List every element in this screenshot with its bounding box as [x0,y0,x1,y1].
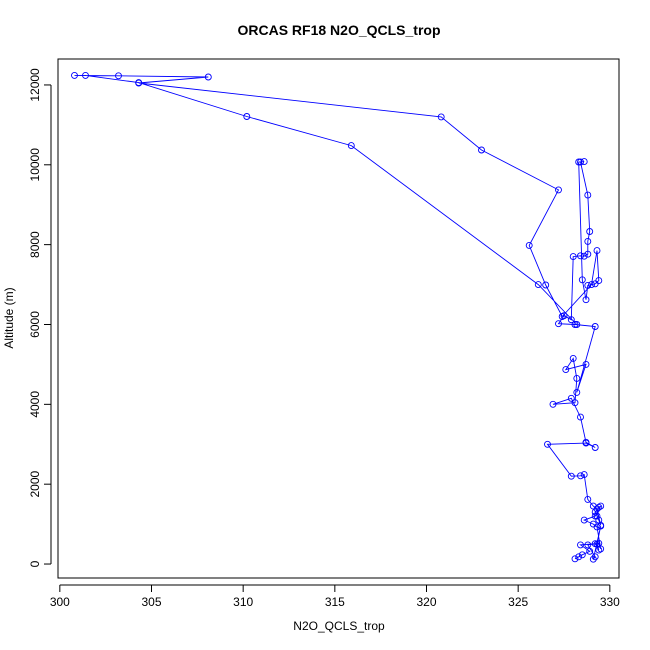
data-point [571,399,579,407]
y-tick-label: 0 [28,560,42,567]
data-point [584,281,592,289]
y-axis-label: Altitude (m) [2,287,16,348]
data-point [115,72,122,80]
series-line [74,74,602,560]
y-tick-label: 12000 [28,68,42,102]
data-point [591,553,599,561]
y-tick-label: 10000 [28,148,42,182]
x-tick-label: 325 [508,595,528,609]
data-point [575,553,583,561]
x-axis: 300 305 310 315 320 325 330 [50,584,620,609]
data-point [71,71,78,79]
x-tick-label: 315 [325,595,345,609]
y-tick-label: 2000 [28,471,42,498]
x-axis-label: N2O_QCLS_trop [293,619,385,633]
data-point [567,472,575,480]
data-point [591,323,599,330]
x-tick-label: 305 [141,595,161,609]
series-layer [71,71,605,563]
data-point [204,73,212,81]
data-point [577,158,584,166]
y-tick-label: 4000 [28,391,42,418]
data-point [577,541,584,549]
y-tick-label: 6000 [28,311,42,338]
data-point [569,253,577,261]
data-point [580,252,588,260]
data-point [347,142,355,150]
data-point [525,241,533,249]
data-point [589,520,597,528]
data-point [82,71,89,79]
data-point [549,400,557,408]
data-point [569,354,577,362]
data-point [593,512,601,520]
data-point [582,360,590,368]
data-point [577,252,584,260]
x-tick-label: 310 [233,595,253,609]
y-tick-label: 8000 [28,231,42,258]
data-point [534,281,542,289]
x-tick-label: 330 [600,595,620,609]
data-point [558,313,566,320]
data-point [577,472,584,480]
data-point [575,158,583,166]
data-point [580,158,588,166]
data-point [591,444,599,451]
data-point [584,495,592,503]
data-point [562,366,570,374]
data-point [135,79,143,87]
data-point [578,276,586,284]
data-point [584,237,592,245]
data-point [573,374,581,382]
data-point [437,113,445,121]
data-point [589,502,597,510]
data-point [555,320,562,328]
data-point [597,545,605,553]
data-point [555,186,562,194]
data-point [582,296,590,304]
data-point [578,551,586,559]
data-point [571,555,579,563]
data-point [584,541,592,549]
data-point [582,438,590,446]
data-point [584,250,592,258]
data-point [586,228,594,235]
y-axis: 0 2000 4000 6000 8000 10000 12000 [28,68,52,567]
data-point [577,413,584,421]
data-point [573,321,581,328]
data-point [580,516,588,524]
data-point [593,247,601,255]
data-point [584,191,592,199]
x-tick-label: 320 [416,595,436,609]
data-point [542,281,550,289]
data-point [591,512,599,520]
data-point [595,546,603,554]
data-point [597,521,605,529]
data-point [571,321,579,328]
data-point [588,281,595,289]
x-tick-label: 300 [50,595,70,609]
plot-frame [57,58,620,579]
data-point [478,146,485,154]
data-point [567,394,575,402]
data-point [573,388,581,396]
data-point [243,113,251,120]
data-point [595,277,603,285]
chart-title: ORCAS RF18 N2O_QCLS_trop [237,22,440,38]
data-point [567,316,575,324]
data-point [580,471,588,479]
data-point [586,547,594,555]
data-point [544,440,551,448]
